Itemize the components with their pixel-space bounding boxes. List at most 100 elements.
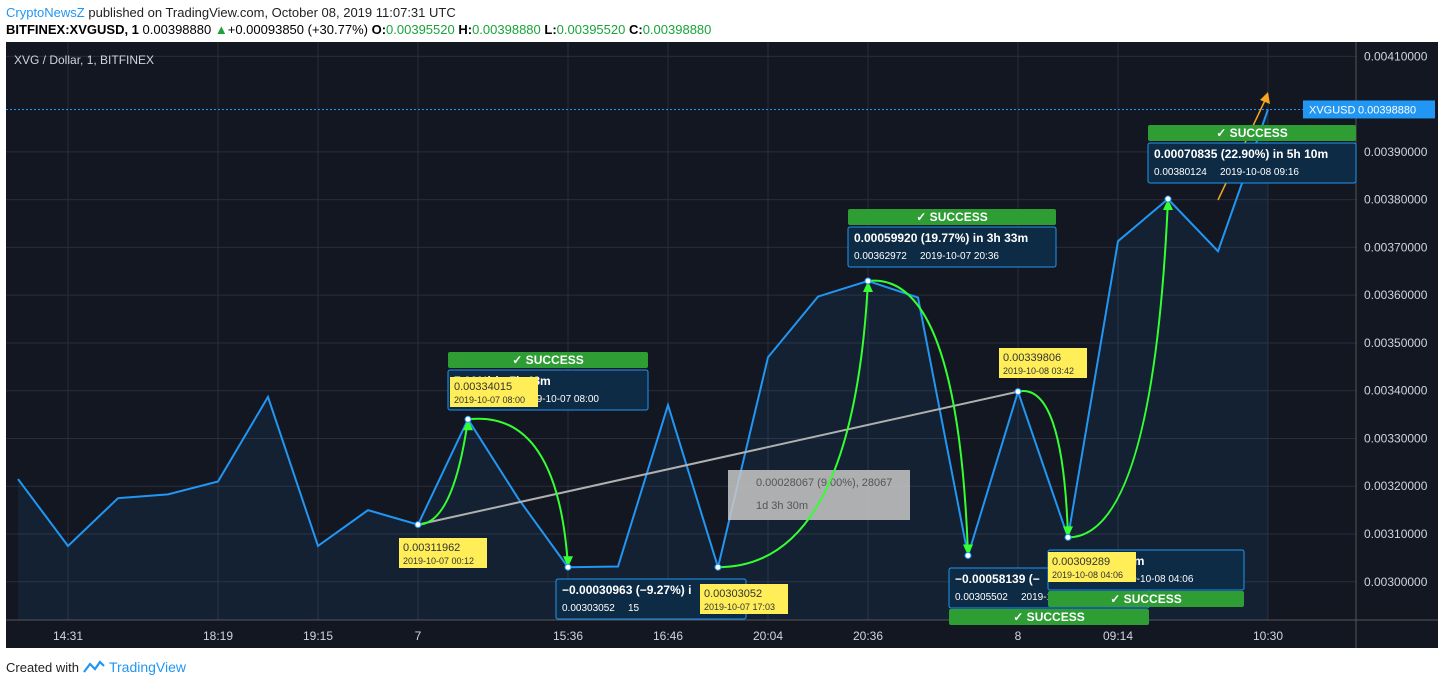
info-date: 2019-10-07 20:36 [920, 251, 999, 262]
chart-area[interactable]: 0.00300000 0.00310000 0.00320000 0.00330000… [6, 42, 1438, 648]
close-key: C: [628, 22, 643, 37]
yellow-price: 0.00309289 [1052, 556, 1110, 568]
x-tick-label: 7 [415, 629, 422, 643]
success-arrow [417, 419, 469, 526]
measure-time: 1d 3h 30m [756, 500, 808, 512]
yellow-date: 2019-10-08 03:42 [1003, 366, 1074, 376]
author-link[interactable]: CryptoNewsZ [6, 5, 85, 20]
info-box [1147, 142, 1357, 184]
success-arrow [1017, 390, 1069, 538]
success-label: ✓ SUCCESS [1110, 592, 1181, 606]
info-date: 019-10-08 04:06 [1120, 574, 1194, 585]
y-tick-label: 0.00390000 [1364, 145, 1428, 159]
publish-info: published on TradingView.com, October 08… [84, 5, 456, 20]
yellow-date: 2019-10-08 04:06 [1052, 570, 1123, 580]
yellow-price: 0.00311962 [403, 542, 460, 554]
y-tick-label: 0.00370000 [1364, 240, 1428, 254]
measure-price: 0.00028067 (9.00%), 28067 [756, 477, 892, 489]
info-main: 0.00070835 (22.90%) in 5h 10m [1154, 147, 1328, 161]
arrow-head [463, 419, 473, 431]
price-change: +0.00093850 (+30.77%) [227, 22, 368, 37]
arrow-head [963, 544, 973, 556]
footer: Created with TradingView [6, 659, 186, 675]
data-point [864, 277, 872, 285]
data-point [414, 521, 422, 529]
info-sub: 0.00305502 [955, 592, 1008, 603]
x-tick-label: 20:04 [753, 629, 783, 643]
success-banner [949, 609, 1149, 625]
success-arrow [717, 280, 869, 569]
info-main: −0.00058139 (− [955, 572, 1040, 586]
arrow-head [863, 280, 873, 292]
info-box [847, 226, 1057, 268]
info-sub: 0.00380124 [1154, 167, 1207, 178]
y-tick-label: 0.00350000 [1364, 336, 1428, 350]
ohlc-line: BITFINEX:XVGUSD, 1 0.00398880 ▲+0.000938… [6, 22, 711, 37]
success-arrow [867, 279, 969, 556]
yellow-price: 0.00339806 [1003, 352, 1061, 364]
symbol-label: BITFINEX:XVGUSD, 1 [6, 22, 139, 37]
data-point [1164, 195, 1172, 203]
trend-line [417, 390, 1019, 526]
data-point [714, 563, 722, 571]
yellow-date: 2019-10-07 08:00 [454, 395, 525, 405]
up-triangle-icon: ▲ [214, 22, 228, 37]
high-value: 0.00398880 [472, 22, 541, 37]
current-price-label: 0.00398880 [1358, 104, 1416, 116]
data-point [464, 415, 472, 423]
success-label: ✓ SUCCESS [916, 210, 987, 224]
created-with-label: Created with [6, 659, 79, 675]
tradingview-brand[interactable]: TradingView [108, 659, 187, 675]
high-key: H: [458, 22, 473, 37]
yellow-price: 0.00303052 [704, 588, 762, 600]
chart-title: XVG / Dollar, 1, BITFINEX [14, 53, 154, 67]
tradingview-logo-icon [83, 660, 105, 673]
low-key: L: [544, 22, 557, 37]
data-point [564, 563, 572, 571]
yellow-price: 0.00334015 [454, 381, 512, 393]
x-tick-label: 8 [1015, 629, 1022, 643]
info-date: 15 [628, 603, 640, 614]
success-label: ✓ SUCCESS [512, 353, 583, 367]
close-value: 0.00398880 [642, 22, 712, 37]
yellow-label [399, 538, 487, 568]
y-tick-label: 0.00340000 [1364, 384, 1428, 398]
x-tick-label: 15:36 [553, 629, 583, 643]
last-price: 0.00398880 [142, 22, 212, 37]
yellow-label [1048, 552, 1136, 582]
info-date: 2019-10-07 08:00 [520, 394, 599, 405]
info-sub: 0.00303052 [562, 603, 615, 614]
current-price-tag [1303, 100, 1435, 119]
open-key: O: [371, 22, 387, 37]
success-arrow [467, 417, 569, 568]
success-label: ✓ SUCCESS [1216, 126, 1287, 140]
price-line [17, 109, 1269, 572]
x-tick-label: 10:30 [1253, 629, 1283, 643]
y-tick-label: 0.00330000 [1364, 431, 1428, 445]
arrow-head [1063, 526, 1073, 538]
info-sub: 0.00362972 [854, 251, 907, 262]
x-tick-label: 16:46 [653, 629, 683, 643]
price-symbol-label: XVGUSD [1309, 104, 1356, 116]
success-arrow [1067, 198, 1169, 539]
x-tick-label: 20:36 [853, 629, 883, 643]
yellow-date: 2019-10-07 17:03 [704, 602, 775, 612]
yellow-label [700, 584, 788, 614]
info-date: 2019-10-08 09:16 [1220, 167, 1299, 178]
open-value: 0.00395520 [386, 22, 455, 37]
success-banner [1048, 591, 1244, 607]
price-chart[interactable]: 0.00300000 0.00310000 0.00320000 0.00330000… [6, 42, 1438, 648]
success-banner [848, 209, 1056, 225]
arrow-head [563, 556, 573, 568]
x-tick-label: 18:19 [203, 629, 233, 643]
data-point [964, 552, 972, 560]
x-tick-label: 09:14 [1103, 629, 1133, 643]
y-tick-label: 0.00360000 [1364, 288, 1428, 302]
info-main: 0.00059920 (19.77%) in 3h 33m [854, 231, 1028, 245]
data-point [1014, 388, 1022, 396]
yellow-label [450, 377, 538, 407]
success-label: ✓ SUCCESS [1013, 610, 1084, 624]
success-banner [1148, 125, 1356, 141]
y-tick-label: 0.00410000 [1364, 49, 1428, 63]
yellow-date: 2019-10-07 00:12 [403, 556, 474, 566]
